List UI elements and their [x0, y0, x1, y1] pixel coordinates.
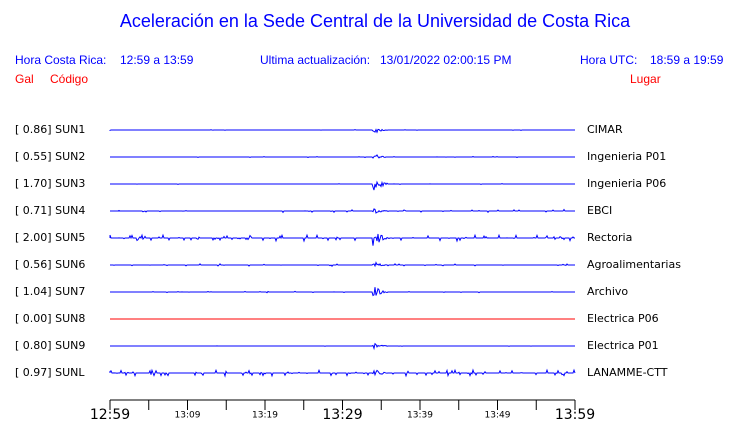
title: Aceleración en la Sede Central de la Uni…: [120, 11, 631, 31]
station-place: LANAMME-CTT: [587, 366, 668, 379]
bracket: [: [15, 204, 23, 217]
station-place: Rectoria: [587, 231, 632, 244]
bracket: ]: [47, 177, 55, 190]
station-field: SUNL: [55, 366, 85, 379]
station-place: Electrica P01: [587, 339, 659, 352]
station-label: [ 0.71] SUN4: [15, 204, 85, 217]
station-field: SUN6: [55, 258, 85, 271]
bracket: [: [15, 339, 23, 352]
station-field: SUN5: [55, 231, 85, 244]
bracket: [: [15, 312, 23, 325]
station-field: SUN2: [55, 150, 85, 163]
station-field: SUN1: [55, 123, 85, 136]
bracket: [: [15, 150, 23, 163]
station-field: SUN9: [55, 339, 85, 352]
update-value: 13/01/2022 02:00:15 PM: [380, 53, 511, 67]
update-label: Ultima actualización:: [260, 53, 370, 67]
time-label: 13:19: [252, 411, 278, 421]
station-label: [ 0.56] SUN6: [15, 258, 85, 271]
station-field: SUN8: [55, 312, 85, 325]
place-header: Lugar: [630, 72, 661, 86]
bracket: [: [15, 231, 23, 244]
bracket: ]: [47, 231, 55, 244]
bracket: ]: [47, 150, 55, 163]
trace: [110, 208, 575, 214]
station-field: 0.71: [23, 204, 48, 217]
bracket: [: [15, 123, 23, 136]
station-label: [ 2.00] SUN5: [15, 231, 85, 244]
station-field: 0.80: [23, 339, 48, 352]
station-place: Ingenieria P06: [587, 177, 666, 190]
station-place: Agroalimentarias: [587, 258, 681, 271]
time-label: 13:49: [485, 411, 511, 421]
station-field: 2.00: [23, 231, 48, 244]
time-label: 12:59: [90, 407, 130, 423]
local-label: Hora Costa Rica:: [15, 53, 106, 67]
trace: [110, 154, 575, 159]
station-field: 0.56: [23, 258, 48, 271]
station-label: [ 0.97] SUNL: [15, 366, 85, 379]
bracket: ]: [47, 123, 55, 136]
station-field: SUN4: [55, 204, 85, 217]
trace: [110, 342, 575, 351]
code-header: Código: [50, 72, 88, 86]
bracket: ]: [47, 366, 55, 379]
station-place: Ingenieria P01: [587, 150, 666, 163]
time-label: 13:09: [175, 411, 201, 421]
utc-range: 18:59 a 19:59: [650, 53, 724, 67]
station-label: [ 0.00] SUN8: [15, 312, 85, 325]
station-label: [ 0.86] SUN1: [15, 123, 85, 136]
station-label: [ 0.80] SUN9: [15, 339, 85, 352]
utc-label: Hora UTC:: [580, 53, 637, 67]
station-field: SUN3: [55, 177, 85, 190]
station-field: SUN7: [55, 285, 85, 298]
station-field: 1.04: [23, 285, 48, 298]
trace: [110, 287, 575, 297]
trace: [110, 180, 575, 191]
trace: [109, 128, 575, 134]
time-label: 13:29: [322, 407, 362, 423]
bracket: ]: [47, 204, 55, 217]
trace: [110, 261, 575, 268]
station-place: CIMAR: [587, 123, 623, 136]
station-field: 0.55: [23, 150, 48, 163]
station-label: [ 1.04] SUN7: [15, 285, 85, 298]
station-field: 0.86: [23, 123, 48, 136]
trace: [109, 368, 576, 378]
gal-header: Gal: [15, 72, 34, 86]
station-field: 0.97: [23, 366, 48, 379]
station-label: [ 0.55] SUN2: [15, 150, 85, 163]
station-label: [ 1.70] SUN3: [15, 177, 85, 190]
station-field: 0.00: [23, 312, 48, 325]
bracket: [: [15, 177, 23, 190]
bracket: ]: [47, 285, 55, 298]
local-range: 12:59 a 13:59: [120, 53, 194, 67]
bracket: ]: [47, 312, 55, 325]
station-place: Archivo: [587, 285, 628, 298]
trace: [109, 233, 575, 246]
time-label: 13:39: [407, 411, 433, 421]
bracket: [: [15, 366, 23, 379]
bracket: [: [15, 258, 23, 271]
time-label: 13:59: [555, 407, 595, 423]
station-place: Electrica P06: [587, 312, 659, 325]
bracket: ]: [47, 258, 55, 271]
station-field: 1.70: [23, 177, 48, 190]
station-place: EBCI: [587, 204, 612, 217]
bracket: [: [15, 285, 23, 298]
bracket: ]: [47, 339, 55, 352]
